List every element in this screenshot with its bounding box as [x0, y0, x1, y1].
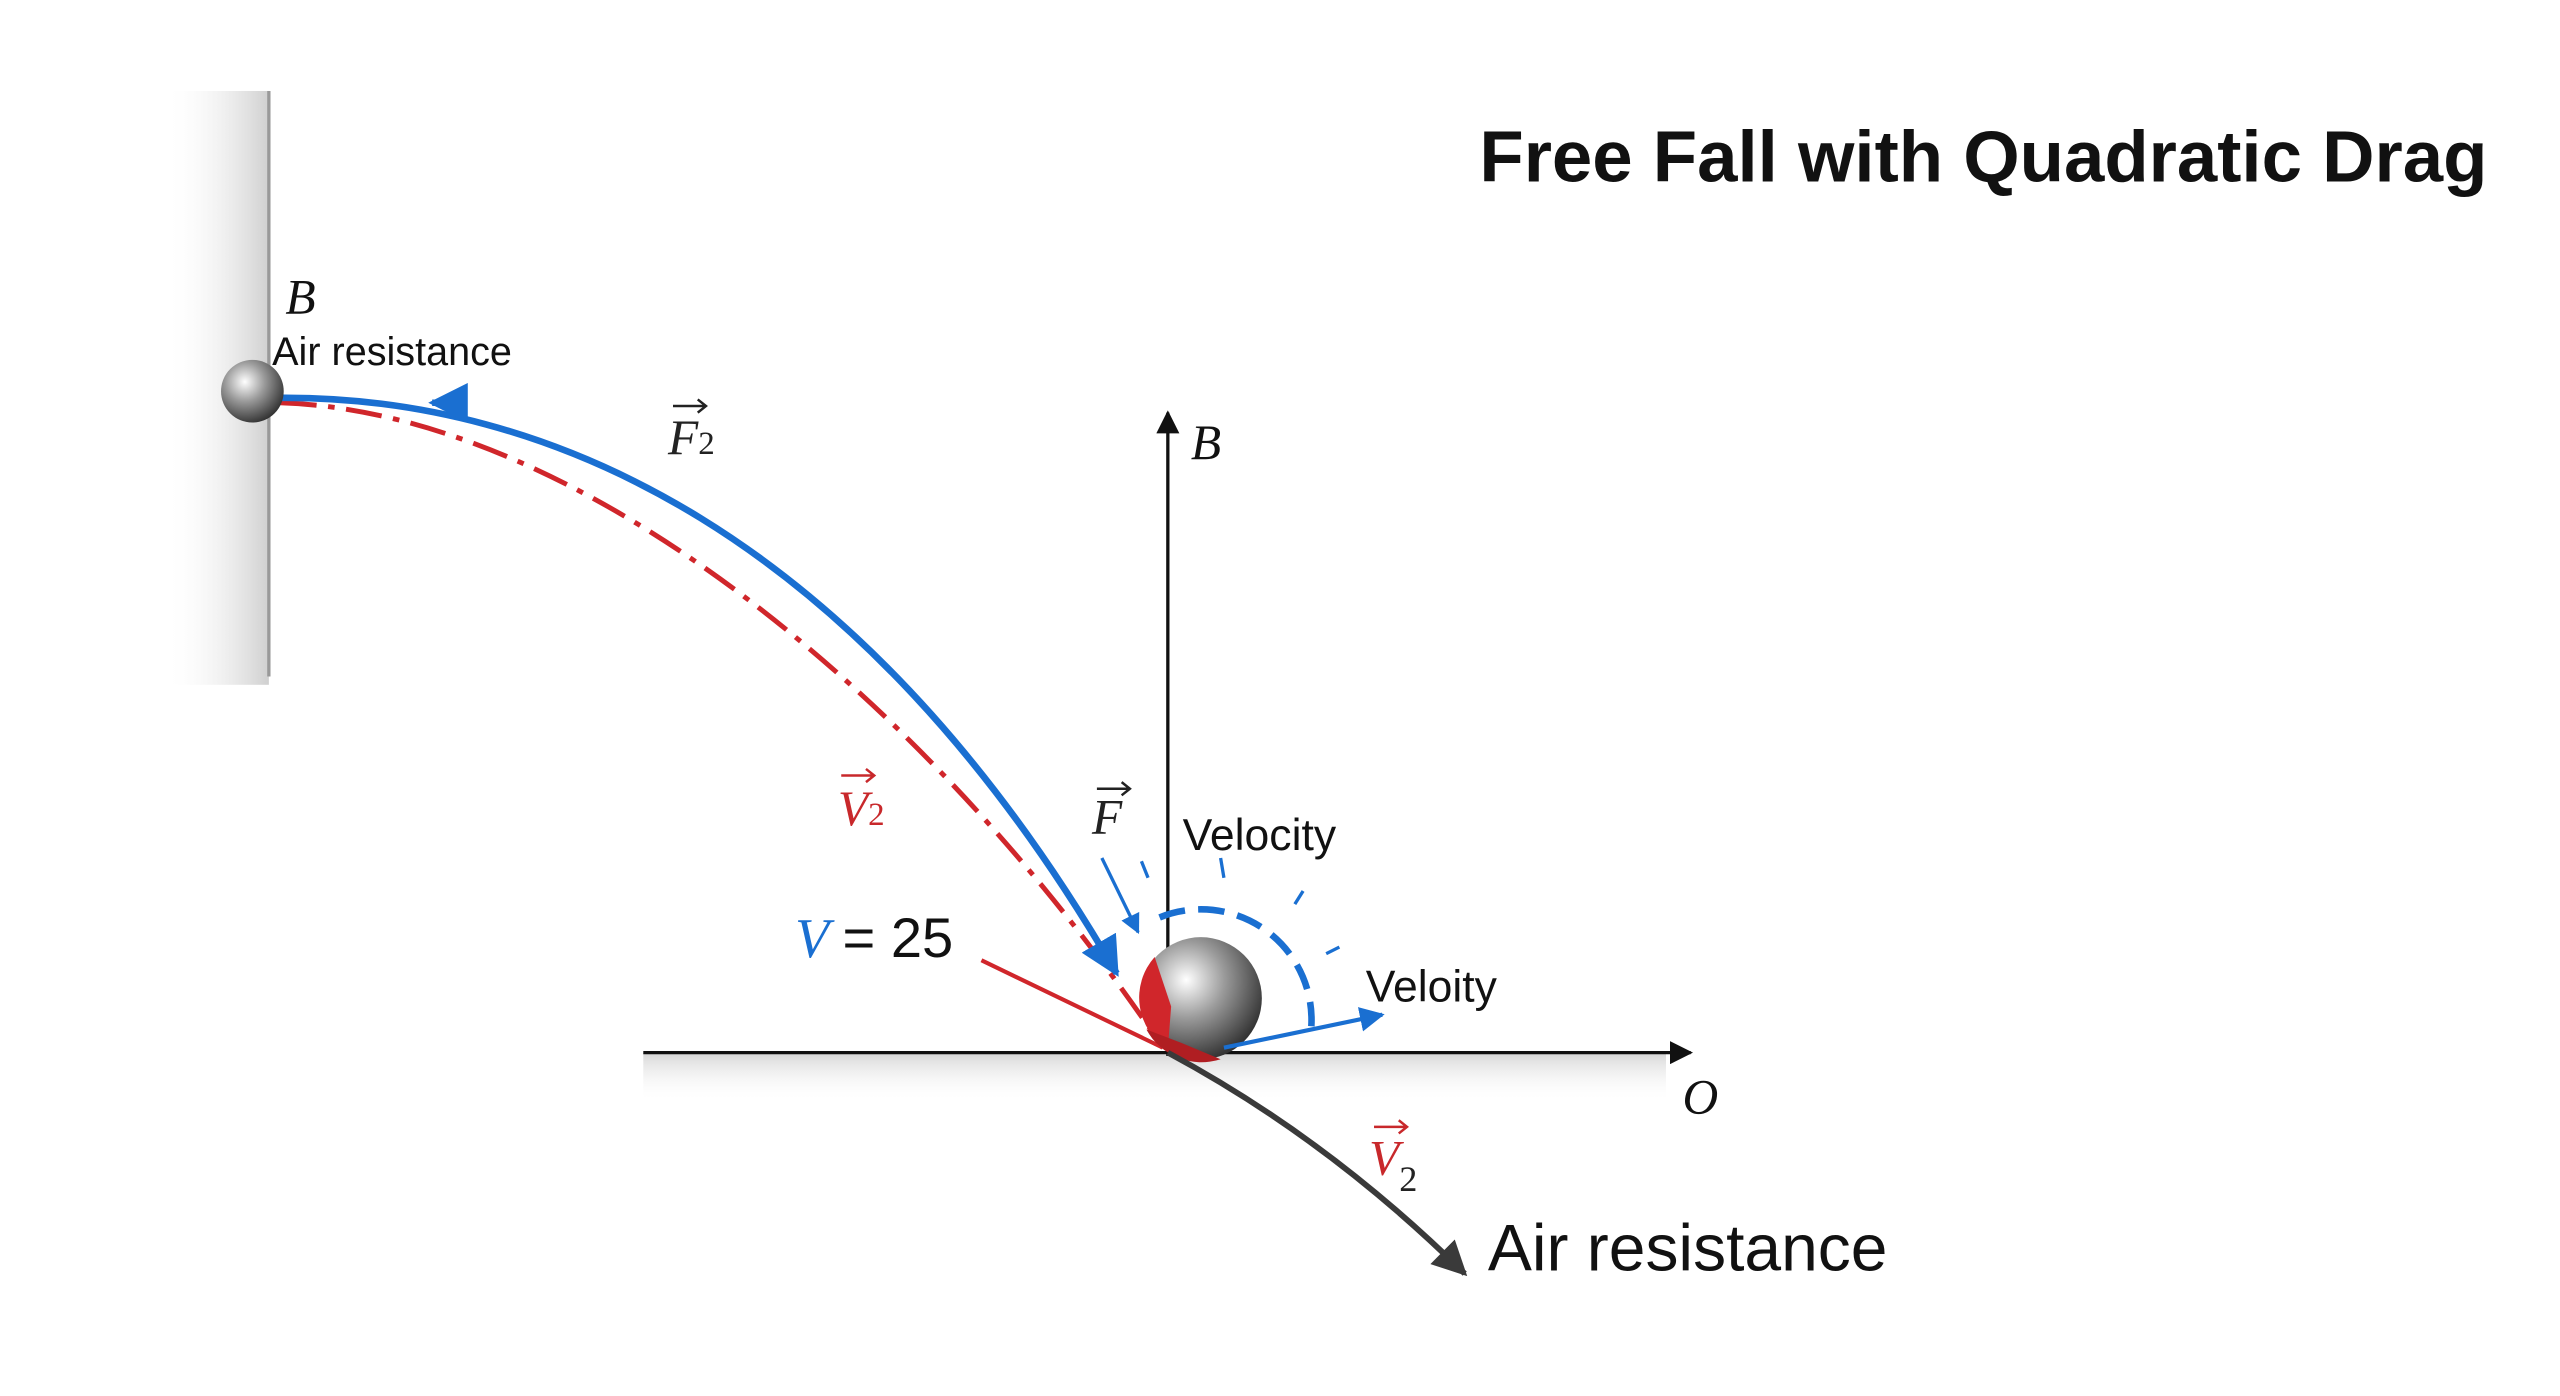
- label: Air resistance: [272, 330, 512, 374]
- top-ball: [221, 359, 284, 423]
- vector-arrow: [1096, 781, 1132, 797]
- axis-label: B: [1191, 415, 1221, 470]
- label: Velocity: [1183, 811, 1337, 860]
- label: Veloity: [1366, 963, 1498, 1012]
- drag-path: [280, 394, 1120, 977]
- drag-arrow: [1166, 1050, 1468, 1277]
- vector-label: F2: [667, 410, 715, 465]
- ball: [1139, 937, 1262, 1060]
- axis-label: O: [1682, 1070, 1718, 1125]
- velocity-arrow: [1223, 1007, 1385, 1050]
- label: Air resistance: [1488, 1210, 1888, 1284]
- point-label: B: [285, 270, 315, 325]
- speed-label: V = 25: [795, 906, 953, 970]
- title: Free Fall with Quadratic Drag: [1479, 117, 2487, 198]
- vector-arrow: [1374, 1119, 1409, 1135]
- vector-arrow: [672, 398, 708, 414]
- vector-label: V2: [838, 781, 885, 836]
- drag-free-path: [280, 400, 1165, 1050]
- ball-shade: [1139, 956, 1172, 1050]
- tick-marks: [1139, 857, 1341, 956]
- force-arrow: [1100, 857, 1140, 935]
- floor-shadow: [643, 1052, 1666, 1103]
- vector-label: F: [1091, 789, 1123, 844]
- speed-pointer: [980, 958, 1164, 1050]
- vector-arrow: [841, 767, 877, 784]
- vector-label: V2: [1369, 1131, 1417, 1199]
- ball-shade: [1146, 1029, 1221, 1063]
